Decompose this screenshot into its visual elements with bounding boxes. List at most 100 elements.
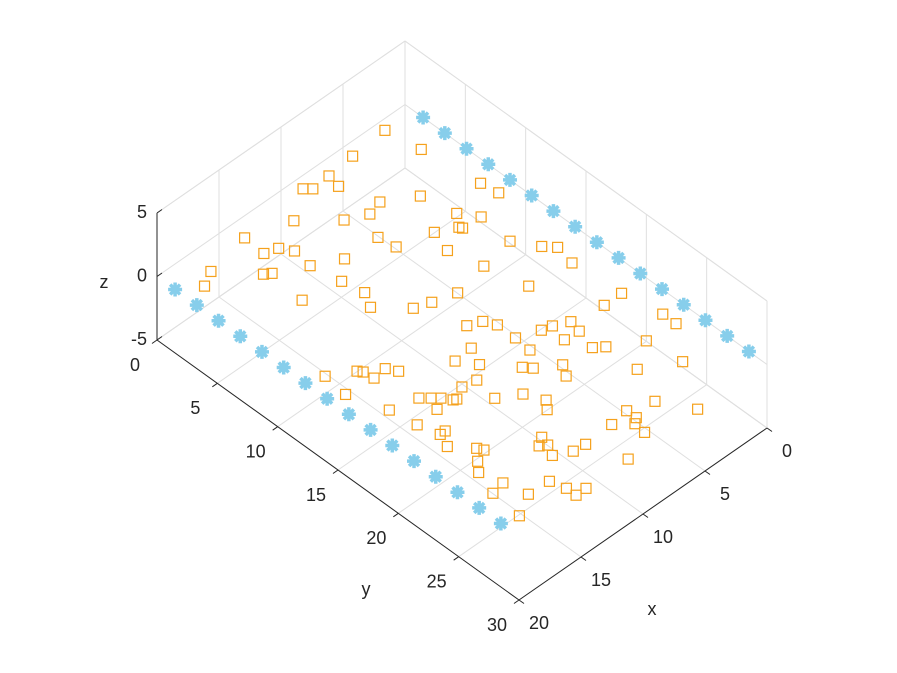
point	[536, 431, 548, 443]
point	[298, 376, 313, 391]
x-tick-label: 5	[720, 484, 730, 504]
y-tick-label: 15	[306, 485, 326, 505]
point	[336, 275, 348, 287]
y-tick	[332, 469, 339, 474]
grid-line	[398, 340, 647, 514]
point	[273, 242, 285, 254]
point	[552, 241, 564, 253]
point	[543, 475, 556, 487]
point	[441, 440, 453, 453]
grid-line	[156, 104, 406, 277]
point	[489, 392, 501, 404]
point	[566, 257, 578, 269]
point	[416, 110, 431, 125]
point	[385, 438, 400, 453]
point	[338, 214, 350, 226]
y-tick	[212, 382, 218, 388]
point	[339, 388, 352, 401]
point	[390, 241, 402, 253]
point	[471, 374, 483, 386]
point	[513, 510, 526, 522]
point	[536, 240, 548, 253]
y-tick	[513, 599, 520, 604]
point	[296, 294, 308, 306]
point	[586, 342, 598, 354]
point	[411, 419, 423, 431]
grid-line	[404, 40, 768, 302]
point	[560, 482, 573, 494]
point	[517, 388, 529, 400]
point	[568, 219, 583, 234]
y-tick-label: 5	[190, 398, 200, 418]
point	[522, 488, 534, 500]
y-axis-label: y	[362, 579, 371, 599]
point	[459, 141, 474, 156]
grid-line	[337, 297, 587, 471]
point	[415, 143, 427, 156]
point	[573, 325, 585, 337]
point	[198, 280, 211, 292]
point	[621, 405, 633, 417]
y-tick-label: 25	[427, 571, 447, 591]
z-axis-label: z	[100, 272, 109, 292]
point	[450, 485, 465, 500]
z-tick	[156, 272, 163, 277]
point	[465, 342, 477, 354]
point	[347, 150, 359, 162]
point	[258, 247, 270, 260]
point	[497, 477, 509, 489]
y-tick-label: 20	[366, 528, 386, 548]
point	[698, 313, 713, 328]
point	[379, 124, 391, 136]
point	[307, 183, 319, 195]
point	[374, 196, 386, 208]
point	[481, 157, 496, 172]
point	[657, 308, 669, 320]
point	[570, 489, 582, 501]
y-tick	[151, 339, 158, 344]
point	[655, 282, 670, 297]
point	[189, 298, 204, 313]
point	[449, 355, 461, 367]
point	[233, 329, 248, 344]
point	[320, 391, 335, 406]
point	[414, 190, 426, 202]
point	[677, 356, 689, 368]
point	[451, 207, 463, 220]
point	[606, 418, 618, 431]
z-tick	[156, 336, 163, 341]
point	[407, 454, 422, 469]
point	[640, 335, 652, 347]
point	[580, 438, 592, 450]
point	[304, 260, 316, 272]
point	[341, 407, 356, 422]
point	[393, 365, 405, 377]
point	[359, 287, 371, 299]
point	[239, 232, 251, 244]
point	[589, 235, 604, 250]
point	[540, 394, 552, 406]
point	[527, 362, 539, 374]
point	[493, 516, 508, 531]
point	[546, 204, 561, 219]
point	[533, 440, 545, 452]
point	[720, 328, 735, 343]
point	[452, 287, 464, 299]
point	[491, 319, 503, 331]
point	[475, 211, 487, 223]
point	[523, 280, 535, 292]
point	[473, 466, 485, 479]
grid-line	[277, 254, 526, 428]
point	[456, 222, 469, 234]
point	[363, 422, 378, 437]
point	[437, 126, 452, 141]
point	[478, 260, 490, 272]
point	[451, 393, 463, 405]
point	[504, 235, 516, 247]
point	[615, 287, 628, 299]
point	[546, 449, 558, 462]
point	[456, 381, 468, 393]
y-tick-label: 0	[130, 355, 140, 375]
point	[383, 404, 395, 416]
